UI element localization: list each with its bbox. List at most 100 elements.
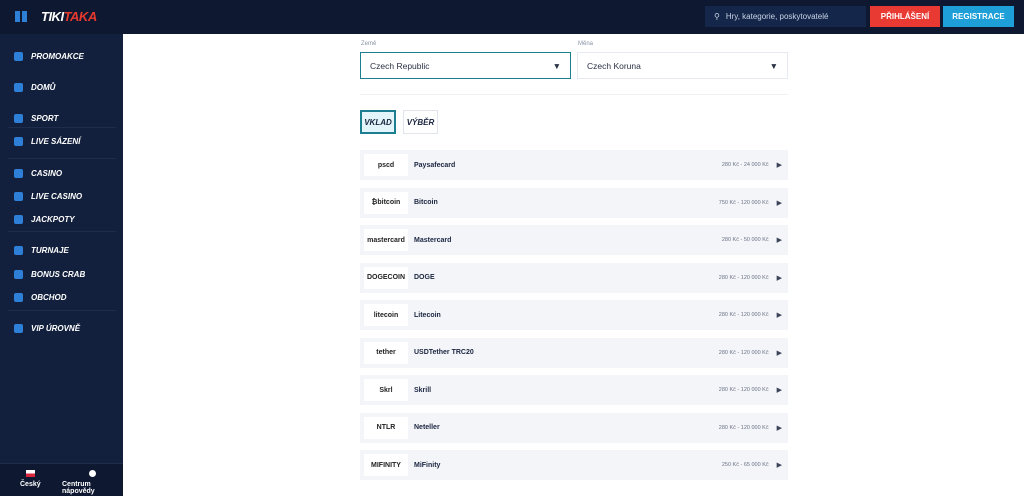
seven-icon <box>14 215 23 224</box>
payment-method-row[interactable]: pscd Paysafecard 280 Kč - 24 000 Kč ▶ <box>360 150 788 180</box>
payment-logo: litecoin <box>364 304 408 326</box>
sidebar-item-label: LIVE CASINO <box>31 192 83 201</box>
top-bar: TIKITAKA ⚲ Hry, kategorie, poskytovatelé … <box>0 0 1024 34</box>
sidebar-item-label: VIP ÚROVNĚ <box>31 324 81 333</box>
play-arrow-icon: ▶ <box>776 312 782 319</box>
payment-logo: mastercard <box>364 229 408 251</box>
payment-name: Neteller <box>414 424 440 431</box>
live-icon <box>14 137 23 146</box>
play-arrow-icon: ▶ <box>776 349 782 357</box>
sidebar-item-sport[interactable]: SPORT <box>14 114 58 123</box>
country-label: Země <box>361 41 377 47</box>
payment-logo: ₿bitcoin <box>364 191 408 214</box>
divider <box>8 310 116 311</box>
language-label: Český <box>20 481 41 488</box>
tab-deposit[interactable]: VKLAD <box>360 110 396 134</box>
sidebar-item-label: CASINO <box>31 169 63 178</box>
sidebar: PROMOAKCE DOMŮ SPORT LIVE SÁZENÍ CASINO LIVE … <box>0 34 123 496</box>
sidebar-item-live-casino[interactable]: LIVE CASINO <box>14 192 82 201</box>
sidebar-item-bonus-crab[interactable]: BONUS CRAB <box>14 270 85 279</box>
chevron-down-icon: ▼ <box>552 60 561 71</box>
sidebar-item-vip-úrovně[interactable]: VIP ÚROVNĚ <box>14 324 80 333</box>
play-arrow-icon: ▶ <box>776 462 782 469</box>
payment-method-row[interactable]: mastercard Mastercard 280 Kč - 50 000 Kč ▶ <box>360 225 788 255</box>
login-button[interactable]: PŘIHLÁŠENÍ <box>870 6 940 27</box>
divider <box>8 158 116 159</box>
search-placeholder: Hry, kategorie, poskytovatelé <box>725 12 829 21</box>
logo-b: TAKA <box>63 9 98 24</box>
sidebar-item-label: JACKPOTY <box>31 215 75 224</box>
payment-range: 280 Kč - 120 000 Kč <box>718 312 769 318</box>
sidebar-item-label: DOMŮ <box>31 83 56 92</box>
register-button[interactable]: REGISTRACE <box>943 6 1014 27</box>
language-button[interactable]: Český <box>20 470 41 488</box>
payment-logo: tether <box>364 341 408 364</box>
shop-icon <box>14 293 23 302</box>
play-arrow-icon: ▶ <box>776 424 782 432</box>
payment-name: Bitcoin <box>414 199 438 206</box>
country-select[interactable]: Czech Republic ▼ <box>360 52 571 79</box>
payment-range: 280 Kč - 50 000 Kč <box>721 237 769 243</box>
sidebar-item-promoakce[interactable]: PROMOAKCE <box>14 52 84 61</box>
sidebar-item-label: PROMOAKCE <box>31 52 84 61</box>
payment-name: Litecoin <box>414 311 441 319</box>
search-icon: ⚲ <box>714 12 720 21</box>
payment-range: 280 Kč - 120 000 Kč <box>718 387 769 393</box>
divider <box>8 127 116 128</box>
play-arrow-icon: ▶ <box>776 274 782 282</box>
help-label: Centrum nápovědy <box>62 481 95 495</box>
payment-name: USDTether TRC20 <box>414 349 474 356</box>
sidebar-item-label: OBCHOD <box>31 293 67 302</box>
sidebar-item-label: BONUS CRAB <box>31 270 86 279</box>
trophy-icon <box>14 246 23 255</box>
payment-name: Skrill <box>414 386 432 394</box>
play-arrow-icon: ▶ <box>776 162 782 169</box>
card-icon <box>14 192 23 201</box>
payment-range: 280 Kč - 120 000 Kč <box>718 424 769 431</box>
sidebar-item-domů[interactable]: DOMŮ <box>14 83 55 92</box>
payment-name: MiFinity <box>414 461 441 469</box>
sidebar-item-label: LIVE SÁZENÍ <box>31 137 81 146</box>
sidebar-item-obchod[interactable]: OBCHOD <box>14 293 67 302</box>
payment-logo: Skrl <box>364 379 408 401</box>
ball-icon <box>14 114 23 123</box>
currency-select[interactable]: Czech Koruna ▼ <box>577 52 788 79</box>
currency-label: Měna <box>578 41 594 47</box>
crown-icon <box>14 324 23 333</box>
payment-method-row[interactable]: tether USDTether TRC20 280 Kč - 120 000 Kč… <box>360 337 788 368</box>
search-input[interactable]: ⚲ Hry, kategorie, poskytovatelé <box>705 6 866 27</box>
logo-a: TIKI <box>41 9 64 24</box>
payment-method-row[interactable]: Skrl Skrill 280 Kč - 120 000 Kč ▶ <box>360 375 788 405</box>
crab-icon <box>14 270 23 279</box>
country-value: Czech Republic <box>370 60 430 71</box>
payment-method-row[interactable]: DOGECOIN DOGE 280 Kč - 120 000 Kč ▶ <box>360 262 788 293</box>
help-center-button[interactable]: Centrum nápovědy <box>62 470 123 495</box>
currency-value: Czech Koruna <box>587 60 641 71</box>
sidebar-item-turnaje[interactable]: TURNAJE <box>14 246 69 255</box>
home-icon <box>14 83 23 92</box>
gift-icon <box>14 52 23 61</box>
sidebar-item-jackpoty[interactable]: JACKPOTY <box>14 215 75 224</box>
menu-icon[interactable] <box>15 11 27 22</box>
payment-method-row[interactable]: ₿bitcoin Bitcoin 750 Kč - 120 000 Kč ▶ <box>360 187 788 218</box>
payment-range: 280 Kč - 24 000 Kč <box>721 162 769 168</box>
sidebar-footer: Český Centrum nápovědy <box>0 463 123 496</box>
payment-name: Mastercard <box>414 236 452 244</box>
sidebar-item-label: TURNAJE <box>31 246 69 255</box>
play-arrow-icon: ▶ <box>776 237 782 244</box>
logo[interactable]: TIKITAKA <box>41 9 97 24</box>
payment-name: Paysafecard <box>414 161 456 169</box>
payment-range: 280 Kč - 120 000 Kč <box>718 274 769 281</box>
payment-range: 280 Kč - 120 000 Kč <box>718 349 769 356</box>
help-icon <box>89 470 96 477</box>
payment-range: 250 Kč - 65 000 Kč <box>721 462 769 468</box>
sidebar-item-casino[interactable]: CASINO <box>14 169 62 178</box>
payment-logo: MIFINITY <box>364 454 408 476</box>
payment-method-row[interactable]: NTLR Neteller 280 Kč - 120 000 Kč ▶ <box>360 412 788 443</box>
payment-logo: DOGECOIN <box>364 266 408 289</box>
sidebar-item-label: SPORT <box>31 114 59 123</box>
tab-withdrawal[interactable]: VÝBĚR <box>403 110 438 134</box>
sidebar-item-live-sázení[interactable]: LIVE SÁZENÍ <box>14 137 80 146</box>
payment-method-row[interactable]: MIFINITY MiFinity 250 Kč - 65 000 Kč ▶ <box>360 450 788 480</box>
payment-method-row[interactable]: litecoin Litecoin 280 Kč - 120 000 Kč ▶ <box>360 300 788 330</box>
